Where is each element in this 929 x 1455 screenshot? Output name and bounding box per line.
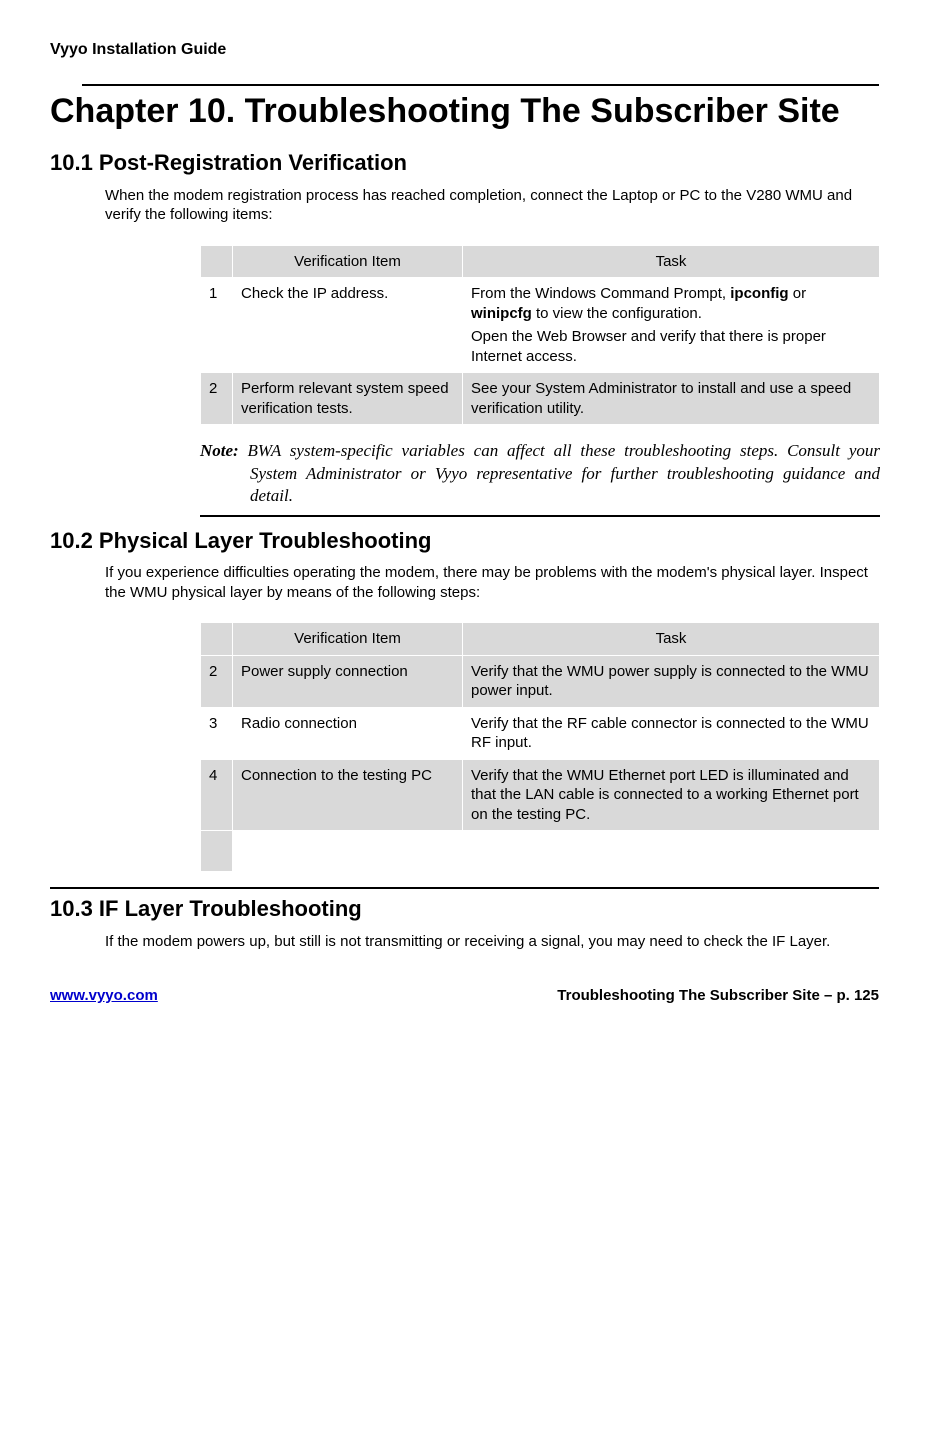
row-task: Verify that the WMU Ethernet port LED is… <box>463 759 880 831</box>
row-task: Verify that the RF cable connector is co… <box>463 707 880 759</box>
table-header-item: Verification Item <box>233 245 463 278</box>
row-item <box>233 831 463 872</box>
row-item: Power supply connection <box>233 655 463 707</box>
table-header-task: Task <box>463 623 880 656</box>
page-footer: www.vyyo.com Troubleshooting The Subscri… <box>50 986 879 1006</box>
footer-page-info: Troubleshooting The Subscriber Site – p.… <box>557 986 879 1006</box>
row-num: 2 <box>201 373 233 425</box>
section-10-2-intro: If you experience difficulties operating… <box>105 563 879 602</box>
note-text: BWA system-specific variables can affect… <box>248 441 880 504</box>
table-header-blank <box>201 245 233 278</box>
table-header-task: Task <box>463 245 880 278</box>
section-10-3-title: 10.3 IF Layer Troubleshooting <box>50 887 879 924</box>
table-row <box>201 831 880 872</box>
table-header-item: Verification Item <box>233 623 463 656</box>
row-item: Radio connection <box>233 707 463 759</box>
table-row: 1 Check the IP address. From the Windows… <box>201 278 880 373</box>
table-verification-10-1: Verification Item Task 1 Check the IP ad… <box>200 245 880 426</box>
row-task: From the Windows Command Prompt, ipconfi… <box>463 278 880 373</box>
row-item: Check the IP address. <box>233 278 463 373</box>
row-num: 4 <box>201 759 233 831</box>
section-10-1-title: 10.1 Post-Registration Verification <box>50 149 879 178</box>
section-10-2-title: 10.2 Physical Layer Troubleshooting <box>50 527 879 556</box>
table-row: 2 Perform relevant system speed verifica… <box>201 373 880 425</box>
row-num: 2 <box>201 655 233 707</box>
table-verification-10-2: Verification Item Task 2 Power supply co… <box>200 622 880 872</box>
doc-header: Vyyo Installation Guide <box>50 40 879 61</box>
note-label: Note: <box>200 441 248 460</box>
section-10-1-intro: When the modem registration process has … <box>105 186 879 225</box>
table-header-blank <box>201 623 233 656</box>
row-num: 3 <box>201 707 233 759</box>
row-task: Verify that the WMU power supply is conn… <box>463 655 880 707</box>
table-row: 2 Power supply connection Verify that th… <box>201 655 880 707</box>
note-block: Note: BWA system-specific variables can … <box>200 440 880 516</box>
row-item: Connection to the testing PC <box>233 759 463 831</box>
table-row: 4 Connection to the testing PC Verify th… <box>201 759 880 831</box>
section-10-3-intro: If the modem powers up, but still is not… <box>105 932 879 952</box>
row-num <box>201 831 233 872</box>
row-item: Perform relevant system speed verificati… <box>233 373 463 425</box>
row-task <box>463 831 880 872</box>
table-row: 3 Radio connection Verify that the RF ca… <box>201 707 880 759</box>
footer-url[interactable]: www.vyyo.com <box>50 986 158 1006</box>
row-task: See your System Administrator to install… <box>463 373 880 425</box>
chapter-title: Chapter 10. Troubleshooting The Subscrib… <box>82 84 879 132</box>
row-num: 1 <box>201 278 233 373</box>
table-header-row: Verification Item Task <box>201 245 880 278</box>
table-header-row: Verification Item Task <box>201 623 880 656</box>
